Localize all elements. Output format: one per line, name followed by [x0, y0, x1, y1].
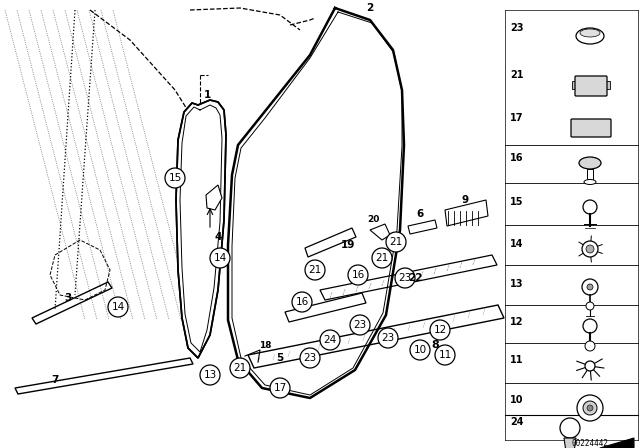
- Circle shape: [230, 358, 250, 378]
- Circle shape: [372, 248, 392, 268]
- Ellipse shape: [580, 29, 600, 37]
- Circle shape: [585, 341, 595, 351]
- Circle shape: [386, 232, 406, 252]
- Text: 14: 14: [111, 302, 125, 312]
- Circle shape: [108, 297, 128, 317]
- Text: 10: 10: [413, 345, 427, 355]
- Ellipse shape: [579, 157, 601, 169]
- Text: 15: 15: [168, 173, 182, 183]
- Text: 7: 7: [51, 375, 59, 385]
- Circle shape: [583, 319, 597, 333]
- Text: 11: 11: [438, 350, 452, 360]
- Text: 8: 8: [431, 340, 439, 350]
- Circle shape: [587, 405, 593, 411]
- Text: 23: 23: [398, 273, 412, 283]
- Circle shape: [395, 268, 415, 288]
- Text: 14: 14: [213, 253, 227, 263]
- Text: 15: 15: [510, 197, 524, 207]
- Text: 6: 6: [417, 209, 424, 219]
- Text: 23: 23: [510, 23, 524, 33]
- Text: 13: 13: [204, 370, 216, 380]
- Text: 11: 11: [510, 355, 524, 365]
- Circle shape: [430, 320, 450, 340]
- Circle shape: [435, 345, 455, 365]
- Text: 18: 18: [259, 341, 271, 350]
- Text: 16: 16: [351, 270, 365, 280]
- Text: 22: 22: [408, 273, 422, 283]
- Text: 21: 21: [308, 265, 322, 275]
- Circle shape: [582, 279, 598, 295]
- Text: 3: 3: [65, 293, 72, 303]
- Circle shape: [585, 361, 595, 371]
- Text: 16: 16: [296, 297, 308, 307]
- Circle shape: [583, 200, 597, 214]
- Text: 20: 20: [367, 215, 379, 224]
- Circle shape: [270, 378, 290, 398]
- Circle shape: [200, 365, 220, 385]
- Circle shape: [378, 328, 398, 348]
- Text: 23: 23: [353, 320, 367, 330]
- Text: 12: 12: [510, 317, 524, 327]
- Text: 19: 19: [341, 240, 355, 250]
- Circle shape: [577, 395, 603, 421]
- Text: 24: 24: [510, 417, 524, 427]
- Text: 9: 9: [461, 195, 468, 205]
- Polygon shape: [248, 305, 504, 368]
- Polygon shape: [408, 220, 437, 234]
- Polygon shape: [15, 358, 193, 394]
- Text: 23: 23: [303, 353, 317, 363]
- Circle shape: [300, 348, 320, 368]
- Polygon shape: [587, 169, 593, 182]
- Circle shape: [320, 330, 340, 350]
- Circle shape: [586, 245, 594, 253]
- Circle shape: [410, 340, 430, 360]
- Polygon shape: [320, 255, 497, 300]
- Circle shape: [583, 401, 597, 415]
- Circle shape: [292, 292, 312, 312]
- Text: 12: 12: [433, 325, 447, 335]
- Text: 5: 5: [276, 353, 284, 363]
- Text: 21: 21: [234, 363, 246, 373]
- Polygon shape: [600, 438, 634, 448]
- Polygon shape: [176, 100, 226, 358]
- Text: 13: 13: [510, 279, 524, 289]
- Polygon shape: [305, 228, 356, 257]
- Circle shape: [165, 168, 185, 188]
- Polygon shape: [564, 438, 576, 448]
- Circle shape: [582, 241, 598, 257]
- Text: 2: 2: [366, 3, 374, 13]
- Polygon shape: [32, 282, 112, 324]
- Text: 21: 21: [510, 70, 524, 80]
- FancyBboxPatch shape: [575, 76, 607, 96]
- Circle shape: [305, 260, 325, 280]
- Text: 10: 10: [510, 395, 524, 405]
- Text: 00224442: 00224442: [572, 439, 609, 448]
- Text: 14: 14: [510, 239, 524, 249]
- Text: 17: 17: [510, 113, 524, 123]
- Polygon shape: [445, 200, 488, 226]
- Text: 21: 21: [389, 237, 403, 247]
- Text: 17: 17: [273, 383, 287, 393]
- Text: 1: 1: [204, 90, 211, 100]
- Polygon shape: [606, 81, 610, 89]
- Polygon shape: [206, 185, 222, 210]
- Polygon shape: [285, 293, 366, 322]
- Ellipse shape: [584, 180, 596, 185]
- Circle shape: [560, 418, 580, 438]
- Polygon shape: [370, 224, 390, 240]
- Ellipse shape: [576, 28, 604, 44]
- Text: 24: 24: [323, 335, 337, 345]
- Circle shape: [210, 248, 230, 268]
- Text: 23: 23: [381, 333, 395, 343]
- Text: 21: 21: [376, 253, 388, 263]
- Polygon shape: [572, 81, 576, 89]
- FancyBboxPatch shape: [571, 119, 611, 137]
- Text: 4: 4: [214, 232, 221, 242]
- Circle shape: [586, 302, 594, 310]
- Circle shape: [350, 315, 370, 335]
- Circle shape: [587, 284, 593, 290]
- Circle shape: [348, 265, 368, 285]
- Text: 16: 16: [510, 153, 524, 163]
